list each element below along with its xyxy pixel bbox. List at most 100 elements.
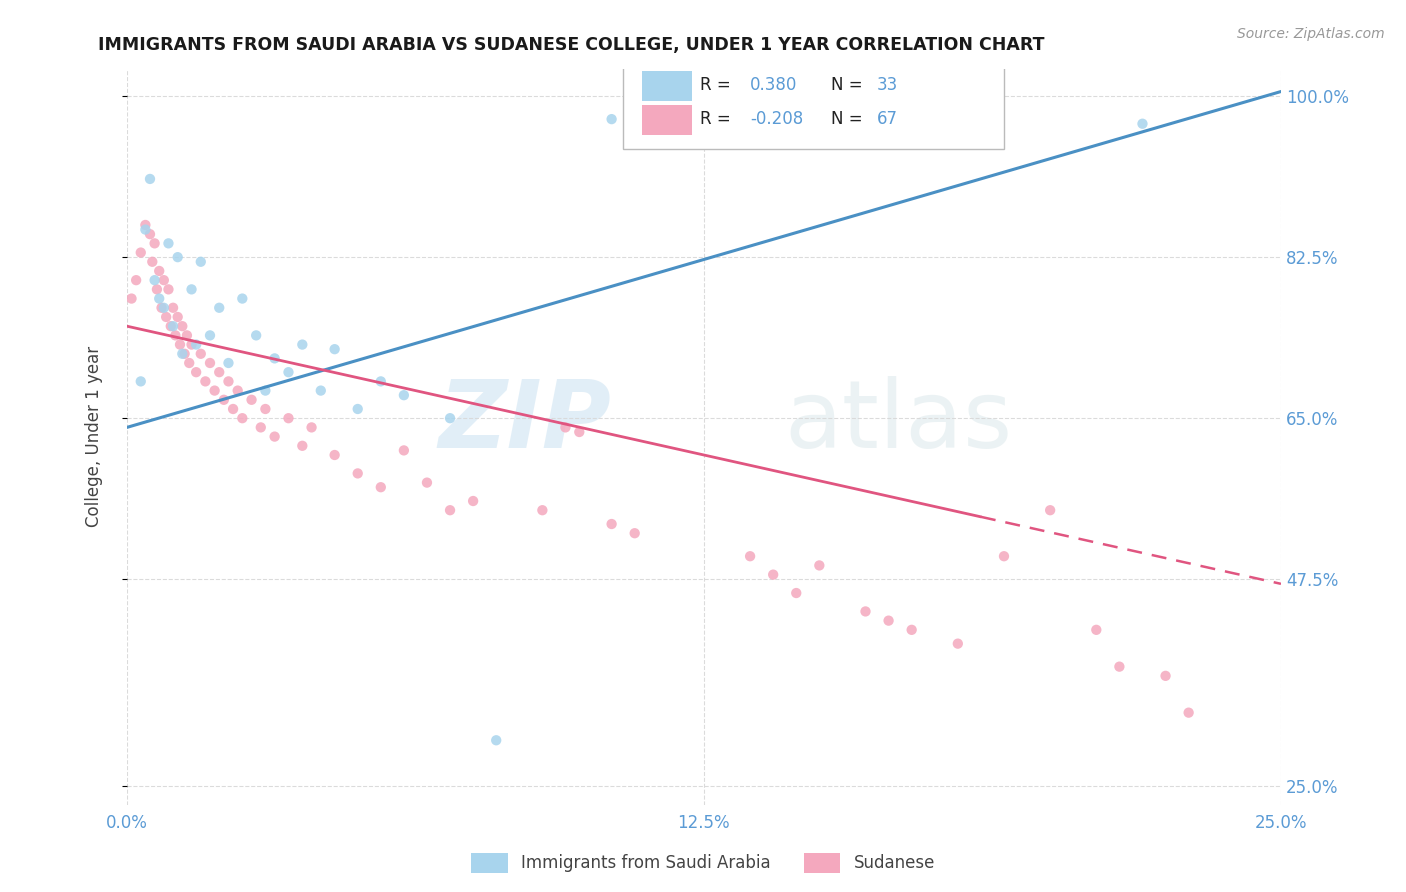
Point [217, 356, 239, 370]
Point [121, 292, 143, 306]
Point [212, 392, 235, 407]
Point [180, 337, 202, 351]
Text: -0.208: -0.208 [749, 110, 803, 128]
Point [1039, 503, 1062, 517]
Point [568, 425, 591, 439]
Point [176, 328, 198, 343]
Point [162, 319, 184, 334]
Point [141, 254, 163, 268]
FancyBboxPatch shape [641, 105, 692, 135]
Point [129, 245, 152, 260]
Point [179, 356, 201, 370]
Point [169, 337, 191, 351]
Point [143, 236, 166, 251]
Point [600, 112, 623, 127]
Point [323, 448, 346, 462]
Point [254, 402, 277, 417]
Point [1132, 117, 1154, 131]
Point [125, 273, 148, 287]
Point [208, 365, 231, 379]
FancyBboxPatch shape [623, 57, 1004, 150]
Point [180, 282, 202, 296]
Point [162, 301, 184, 315]
Point [1108, 659, 1130, 673]
Point [808, 558, 831, 573]
Y-axis label: College, Under 1 year: College, Under 1 year [86, 346, 103, 527]
Point [1154, 669, 1177, 683]
Point [554, 420, 576, 434]
Text: R =: R = [700, 110, 737, 128]
Point [738, 549, 761, 564]
Point [172, 347, 194, 361]
Point [900, 623, 922, 637]
Point [231, 292, 253, 306]
Legend: Immigrants from Saudi Arabia, Sudanese: Immigrants from Saudi Arabia, Sudanese [464, 847, 942, 880]
Point [277, 411, 299, 425]
Text: 67: 67 [877, 110, 898, 128]
Point [245, 328, 267, 343]
Text: Source: ZipAtlas.com: Source: ZipAtlas.com [1237, 27, 1385, 41]
Point [172, 319, 194, 334]
Point [146, 282, 169, 296]
Point [291, 439, 314, 453]
Point [217, 375, 239, 389]
Point [1177, 706, 1199, 720]
Point [190, 347, 212, 361]
Point [249, 420, 271, 434]
Point [309, 384, 332, 398]
Point [150, 301, 173, 315]
Point [762, 567, 785, 582]
Point [198, 356, 221, 370]
Text: IMMIGRANTS FROM SAUDI ARABIA VS SUDANESE COLLEGE, UNDER 1 YEAR CORRELATION CHART: IMMIGRANTS FROM SAUDI ARABIA VS SUDANESE… [98, 36, 1045, 54]
Point [785, 586, 807, 600]
Point [291, 337, 314, 351]
Point [993, 549, 1015, 564]
Point [222, 402, 245, 417]
Point [139, 172, 162, 186]
Text: N =: N = [831, 110, 868, 128]
Point [346, 402, 368, 417]
Text: ZIP: ZIP [439, 376, 612, 468]
Point [600, 516, 623, 531]
Point [439, 411, 461, 425]
Point [226, 384, 249, 398]
Point [231, 411, 253, 425]
Point [129, 375, 152, 389]
Point [301, 420, 323, 434]
Point [148, 292, 170, 306]
Point [439, 503, 461, 517]
Point [159, 319, 181, 334]
Point [416, 475, 439, 490]
Point [370, 375, 392, 389]
Point [134, 222, 156, 236]
Point [263, 429, 285, 443]
Point [173, 347, 195, 361]
Point [254, 384, 277, 398]
Point [623, 526, 645, 541]
Text: R =: R = [700, 76, 737, 94]
Point [370, 480, 392, 494]
Point [485, 733, 508, 747]
Point [277, 365, 299, 379]
Point [165, 328, 187, 343]
Point [186, 337, 208, 351]
Point [155, 310, 177, 324]
Point [190, 254, 212, 268]
Point [877, 614, 900, 628]
Point [463, 494, 485, 508]
Point [240, 392, 263, 407]
Point [263, 351, 285, 366]
Point [208, 301, 231, 315]
Text: 0.380: 0.380 [749, 76, 797, 94]
Point [148, 264, 170, 278]
Point [134, 218, 156, 232]
Point [139, 227, 162, 242]
Point [153, 301, 176, 315]
Point [166, 310, 188, 324]
Point [346, 467, 368, 481]
Point [143, 273, 166, 287]
Point [194, 375, 217, 389]
Text: N =: N = [831, 76, 868, 94]
Point [153, 273, 176, 287]
Point [1085, 623, 1108, 637]
